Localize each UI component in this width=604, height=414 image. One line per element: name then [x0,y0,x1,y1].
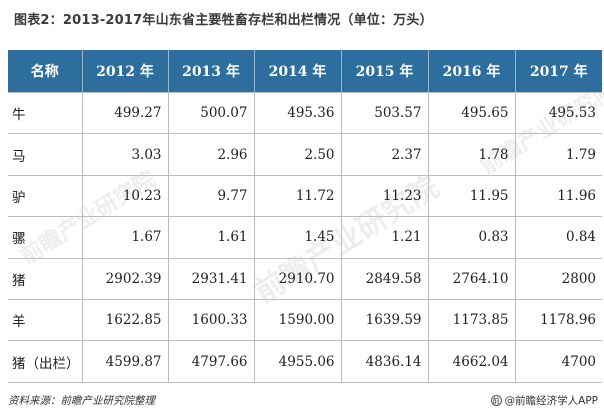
table-cell: 495.36 [253,91,341,134]
header-cell: 2016 年 [427,50,515,93]
row-label: 羊 [8,298,82,341]
table-cell: 4662.04 [427,340,515,383]
table-cell: 11.72 [253,174,341,217]
table-row: 猪（出栏） 4599.87 4797.66 4955.06 4836.14 46… [8,340,602,383]
table-cell: 495.53 [514,91,602,134]
table-cell: 4700 [514,340,602,383]
header-cell: 2013 年 [167,50,254,93]
livestock-table: 名称 2012 年 2013 年 2014 年 2015 年 2016 年 20… [8,50,602,383]
header-cell: 2014 年 [253,50,341,93]
table-cell: 4836.14 [340,340,428,383]
table-cell: 2.96 [167,133,254,176]
table-cell: 11.23 [340,174,428,217]
brand-label: @前瞻经济学人APP [504,395,598,407]
header-cell: 2012 年 [81,50,168,93]
table-row: 羊 1622.85 1600.33 1590.00 1639.59 1173.8… [8,298,602,341]
table-cell: 2902.39 [81,257,168,300]
table-cell: 1639.59 [340,298,428,341]
brand-credit: 前 @前瞻经济学人APP [490,393,598,408]
table-cell: 1600.33 [167,298,254,341]
table-cell: 2910.70 [253,257,341,300]
table-cell: 3.03 [81,133,168,176]
table-cell: 10.23 [81,174,168,217]
table-header-row: 名称 2012 年 2013 年 2014 年 2015 年 2016 年 20… [8,50,602,93]
table-cell: 503.57 [340,91,428,134]
header-cell: 名称 [8,50,82,93]
table-cell: 11.96 [514,174,602,217]
row-label: 骡 [8,216,82,259]
table-cell: 2800 [514,257,602,300]
table-cell: 1178.96 [514,298,602,341]
table-cell: 2931.41 [167,257,254,300]
table-cell: 0.84 [514,216,602,259]
table-cell: 4797.66 [167,340,254,383]
table-row: 牛 499.27 500.07 495.36 503.57 495.65 495… [8,91,602,134]
table-cell: 1.67 [81,216,168,259]
row-label: 马 [8,133,82,176]
header-cell: 2017 年 [514,50,602,93]
row-label: 猪 [8,257,82,300]
table-cell: 495.65 [427,91,515,134]
table-row: 猪 2902.39 2931.41 2910.70 2849.58 2764.1… [8,257,602,300]
table-cell: 1.78 [427,133,515,176]
table-cell: 2.37 [340,133,428,176]
table-cell: 9.77 [167,174,254,217]
table-cell: 1590.00 [253,298,341,341]
table-cell: 2764.10 [427,257,515,300]
table-row: 驴 10.23 9.77 11.72 11.23 11.95 11.96 [8,174,602,217]
row-label: 驴 [8,174,82,217]
table-cell: 1622.85 [81,298,168,341]
table-cell: 499.27 [81,91,168,134]
table-row: 骡 1.67 1.61 1.45 1.21 0.83 0.84 [8,216,602,259]
table-cell: 1173.85 [427,298,515,341]
row-label: 猪（出栏） [8,340,82,383]
table-cell: 4955.06 [253,340,341,383]
table-cell: 11.95 [427,174,515,217]
table-cell: 1.79 [514,133,602,176]
chart-title: 图表2：2013-2017年山东省主要牲畜存栏和出栏情况（单位：万头） [14,13,433,28]
row-label: 牛 [8,91,82,134]
table-cell: 1.45 [253,216,341,259]
source-note: 资料来源：前瞻产业研究院整理 [8,395,155,407]
table-cell: 0.83 [427,216,515,259]
table-cell: 2849.58 [340,257,428,300]
table-cell: 500.07 [167,91,254,134]
table-cell: 1.21 [340,216,428,259]
table-cell: 2.50 [253,133,341,176]
table-cell: 4599.87 [81,340,168,383]
qianzhan-logo-icon: 前 [490,395,502,406]
table-cell: 1.61 [167,216,254,259]
table-row: 马 3.03 2.96 2.50 2.37 1.78 1.79 [8,133,602,176]
header-cell: 2015 年 [340,50,428,93]
